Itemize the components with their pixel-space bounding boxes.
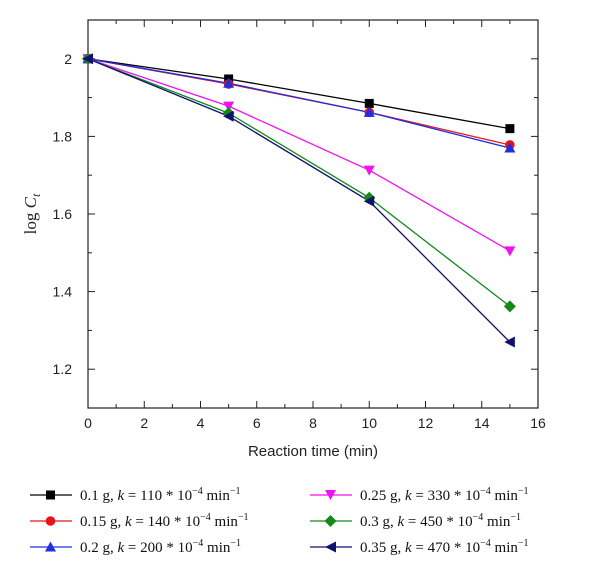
x-tick-label: 10 — [361, 415, 377, 431]
legend-label-3: 0.2 g, k = 200 * 10−4 min−1 — [80, 537, 242, 556]
legend-item-1: 0.1 g, k = 110 * 10−4 min−1 — [28, 484, 240, 506]
plot-frame — [87, 19, 539, 409]
series-4-point — [363, 165, 375, 176]
legend: 0.1 g, k = 110 * 10−4 min−1 0.15 g, k = … — [0, 478, 600, 574]
legend-label-6: 0.35 g, k = 470 * 10−4 min−1 — [360, 537, 529, 556]
y-axis-title-sub: t — [29, 193, 43, 197]
series-5-point — [503, 300, 516, 313]
series-6-point — [223, 110, 234, 122]
y-tick-label: 1.8 — [53, 128, 73, 144]
legend-item-5: 0.3 g, k = 450 * 10−4 min−1 — [308, 510, 521, 532]
series-line-1 — [87, 58, 510, 130]
x-tick-label: 2 — [140, 415, 148, 431]
legend-item-3: 0.2 g, k = 200 * 10−4 min−1 — [28, 536, 241, 558]
x-tick-label: 4 — [197, 415, 205, 431]
series-line-4 — [87, 58, 511, 252]
series-4-point — [504, 246, 516, 257]
tick-labels: 0 2 4 6 8 10 12 14 16 1.2 1.4 1.6 1.8 2 — [53, 51, 546, 431]
series-3-point — [504, 142, 516, 153]
y-tick-label: 2 — [64, 51, 72, 67]
legend-marker-6 — [310, 541, 352, 553]
legend-marker-5 — [310, 515, 352, 527]
y-tick-label: 1.4 — [53, 284, 73, 300]
series-3-point — [223, 77, 235, 88]
y-tick-label: 1.2 — [53, 361, 73, 377]
axis-ticks — [87, 19, 539, 409]
legend-label-1: 0.1 g, k = 110 * 10−4 min−1 — [80, 485, 241, 504]
series-line-3 — [87, 58, 511, 149]
x-tick-label: 16 — [530, 415, 546, 431]
series-1-point — [505, 124, 515, 134]
legend-label-5: 0.3 g, k = 450 * 10−4 min−1 — [360, 511, 522, 530]
legend-item-2: 0.15 g, k = 140 * 10−4 min−1 — [28, 510, 249, 532]
legend-item-4: 0.25 g, k = 330 * 10−4 min−1 — [308, 484, 529, 506]
x-tick-label: 0 — [84, 415, 92, 431]
legend-marker-2 — [30, 516, 72, 526]
y-axis-title-main: log — [21, 208, 40, 234]
x-tick-label: 8 — [309, 415, 317, 431]
legend-label-2: 0.15 g, k = 140 * 10−4 min−1 — [80, 511, 249, 530]
series-6-point — [363, 195, 375, 207]
series-line-6 — [87, 58, 511, 343]
series-1-point — [364, 98, 374, 108]
series-6-point — [504, 336, 515, 348]
legend-label-4: 0.25 g, k = 330 * 10−4 min−1 — [360, 485, 529, 504]
series-3-point — [363, 106, 375, 117]
legend-marker-3 — [30, 541, 72, 552]
y-axis-title-var: C — [21, 196, 40, 208]
legend-marker-1 — [30, 490, 72, 500]
x-axis-title: Reaction time (min) — [248, 443, 378, 460]
series-lines — [87, 58, 511, 343]
chart-area: 0 2 4 6 8 10 12 14 16 1.2 1.4 1.6 1.8 2 Reaction time… — [21, 19, 546, 460]
x-tick-label: 12 — [418, 415, 434, 431]
x-tick-label: 14 — [474, 415, 490, 431]
series-line-5 — [87, 58, 511, 307]
y-tick-label: 1.6 — [53, 206, 73, 222]
series-4-point — [223, 101, 235, 112]
legend-marker-4 — [310, 490, 352, 500]
x-tick-label: 6 — [253, 415, 261, 431]
y-axis-title: log Ct — [21, 193, 43, 234]
series-6-point — [82, 53, 93, 65]
legend-item-6: 0.35 g, k = 470 * 10−4 min−1 — [308, 536, 529, 558]
series-markers — [82, 52, 516, 348]
